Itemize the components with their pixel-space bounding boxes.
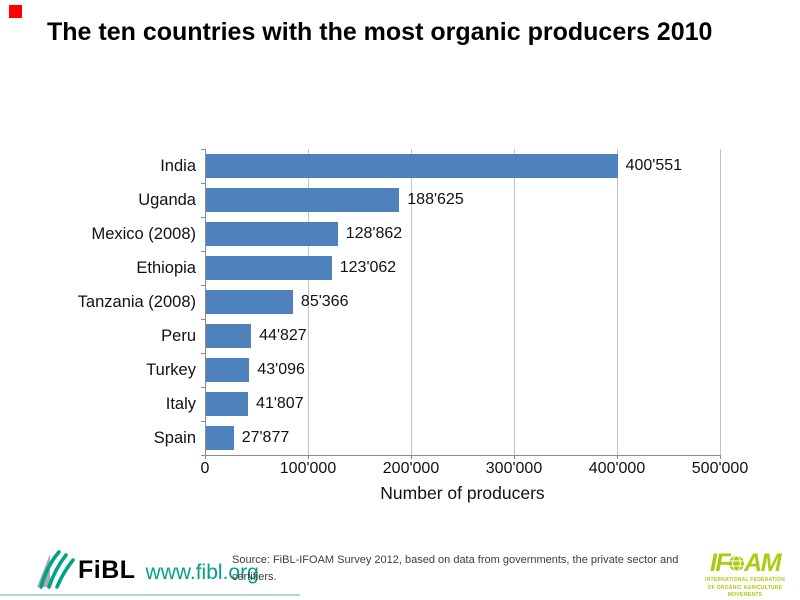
bar-track: 41'807 [205,387,720,421]
bar [205,426,234,450]
ifoam-text-left: IF [709,549,731,577]
y-tick-mark [201,285,205,286]
bar-track: 43'096 [205,353,720,387]
y-tick-mark [201,149,205,150]
accent-square [9,5,22,18]
bar [205,256,332,280]
fibl-logo-text: FiBL [78,556,136,584]
bar-row: Mexico (2008) 128'862 [40,217,720,251]
category-label: Tanzania (2008) [77,292,196,311]
x-tick-mark [308,455,309,459]
x-tick-label: 500'000 [691,460,749,477]
bar-track: 123'062 [205,251,720,285]
category-label: Italy [165,394,196,413]
source-text: Source: FiBL-IFOAM Survey 2012, based on… [232,554,679,584]
x-axis-line [205,455,720,456]
x-tick-mark [720,455,721,459]
bar-row: Turkey 43'096 [40,353,720,387]
value-label: 400'551 [625,157,683,174]
globe-icon [729,555,745,572]
value-label: 85'366 [300,293,349,310]
value-label: 128'862 [345,225,403,242]
ifoam-tagline: INTERNATIONAL FEDERATION OF ORGANIC AGRI… [705,577,785,598]
bar [205,154,618,178]
bar-chart: India 400'551 Uganda 188'625 Mexico (2008) 12… [40,149,748,504]
bar-row: Italy 41'807 [40,387,720,421]
bar [205,358,250,382]
bar-chart-plot-area: India 400'551 Uganda 188'625 Mexico (2008) 12… [40,149,721,456]
bar-row: India 400'551 [40,149,720,183]
bar-rows: India 400'551 Uganda 188'625 Mexico (2008) 12… [40,149,720,455]
y-tick-mark [201,455,205,456]
y-tick-mark [201,319,205,320]
bar-row: Ethiopia 123'062 [40,251,720,285]
x-tick-mark [205,455,206,459]
category-label: Uganda [138,190,196,209]
y-tick-mark [201,217,205,218]
x-axis-ticks: 0 100'000 200'000 300'000 400'000 500'000 [201,455,748,477]
y-tick-mark [201,183,205,184]
x-tick-label: 400'000 [588,460,646,477]
fibl-logo-icon [37,550,75,589]
x-tick-mark [514,455,515,459]
category-label: Spain [153,428,196,447]
value-label: 123'062 [339,259,397,276]
x-axis-title: Number of producers [380,483,545,503]
bar [205,392,249,416]
footer-divider [0,594,300,596]
x-tick-label: 200'000 [382,460,440,477]
bar-track: 85'366 [205,285,720,319]
value-label: 27'877 [241,429,290,446]
x-tick-label: 300'000 [485,460,543,477]
bar [205,324,252,348]
bar-row: Uganda 188'625 [40,183,720,217]
x-tick-label: 0 [200,460,210,477]
value-label: 188'625 [407,191,464,208]
bar [205,188,400,212]
bar-track: 400'551 [205,149,720,183]
fibl-logo: FiBL www.fibl.org [34,547,259,589]
category-label: Ethiopia [136,258,196,277]
bar-track: 188'625 [205,183,720,217]
y-tick-mark [201,353,205,354]
category-label: Mexico (2008) [91,224,196,243]
x-tick-mark [617,455,618,459]
ifoam-text-right: AM [744,549,781,577]
ifoam-logo-text: IF AM [702,551,788,576]
x-tick-label: 100'000 [279,460,337,477]
ifoam-logo: IF AM INTERNATIONAL FEDERATION OF ORGANI… [702,551,788,600]
value-label: 44'827 [259,327,307,344]
bar [205,290,293,314]
bar-row: Tanzania (2008) 85'366 [40,285,720,319]
bar-row: Peru 44'827 [40,319,720,353]
category-label: India [160,156,196,175]
category-label: Turkey [146,360,196,379]
value-label: 43'096 [257,361,305,378]
gridline [720,149,721,455]
bar-track: 44'827 [205,319,720,353]
y-tick-mark [201,251,205,252]
bar [205,222,338,246]
bar-track: 27'877 [205,421,720,455]
y-tick-mark [201,387,205,388]
page-title: The ten countries with the most organic … [47,18,713,46]
bar-track: 128'862 [205,217,720,251]
bar-row: Spain 27'877 [40,421,720,455]
x-tick-mark [411,455,412,459]
y-tick-mark [201,421,205,422]
fibl-url: www.fibl.org [145,561,259,584]
category-label: Peru [161,326,196,345]
value-label: 41'807 [256,395,304,412]
